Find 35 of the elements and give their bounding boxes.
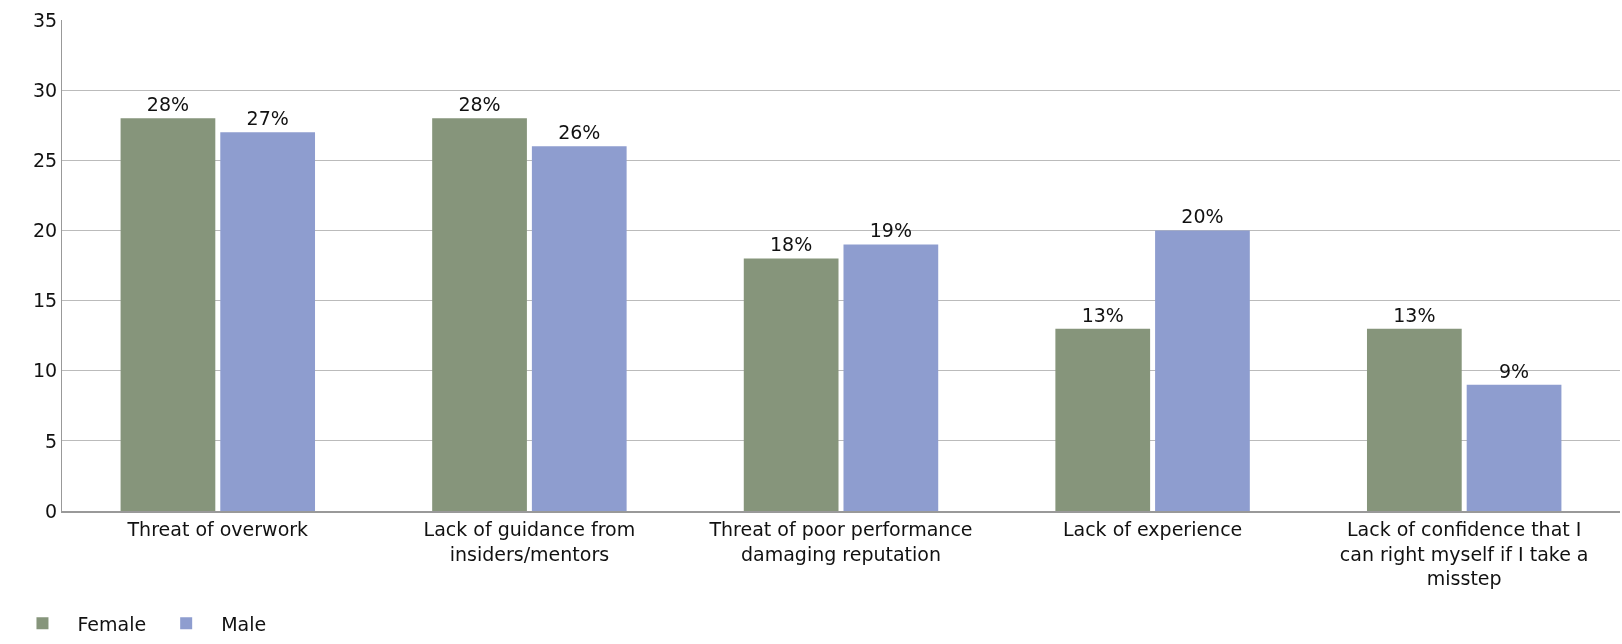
legend-label: Female <box>77 612 147 635</box>
y-tick-label: 0 <box>45 499 58 522</box>
bar <box>843 244 939 511</box>
bar <box>120 118 216 511</box>
x-tick-label: Threat of poor performance damaging reputation <box>708 517 973 565</box>
bar <box>1466 384 1562 511</box>
data-label: 19% <box>869 219 912 242</box>
data-label: 20% <box>1181 205 1224 228</box>
x-tick-label: Lack of experience <box>1062 517 1243 540</box>
bar <box>1366 328 1462 511</box>
x-tick-label: Lack of guidance from insiders/mentors <box>423 517 636 565</box>
x-tick-label: Lack of confidence that I can right myself if I take a misstep <box>1339 517 1589 590</box>
bar <box>743 258 839 511</box>
data-label: 18% <box>770 233 813 256</box>
bar <box>531 146 627 511</box>
y-tick-label: 20 <box>33 219 58 242</box>
y-tick-label: 35 <box>33 8 58 31</box>
bar <box>1155 230 1250 511</box>
y-tick-label: 5 <box>45 429 58 452</box>
y-tick-label: 25 <box>33 148 58 171</box>
data-label: 9% <box>1498 359 1530 382</box>
bar <box>432 118 527 511</box>
data-label: 13% <box>1393 303 1436 326</box>
bar <box>1055 328 1151 511</box>
x-tick-label: Threat of overwork <box>126 517 309 540</box>
legend-label: Male <box>221 612 267 635</box>
y-tick-label: 30 <box>33 78 58 101</box>
data-label: 13% <box>1081 303 1124 326</box>
y-tick-label: 15 <box>33 289 58 312</box>
y-tick-label: 10 <box>33 359 58 382</box>
data-label: 28% <box>458 93 501 116</box>
data-label: 27% <box>246 107 289 130</box>
data-label: 28% <box>146 93 190 116</box>
data-label: 26% <box>558 121 601 144</box>
bar <box>220 132 316 511</box>
